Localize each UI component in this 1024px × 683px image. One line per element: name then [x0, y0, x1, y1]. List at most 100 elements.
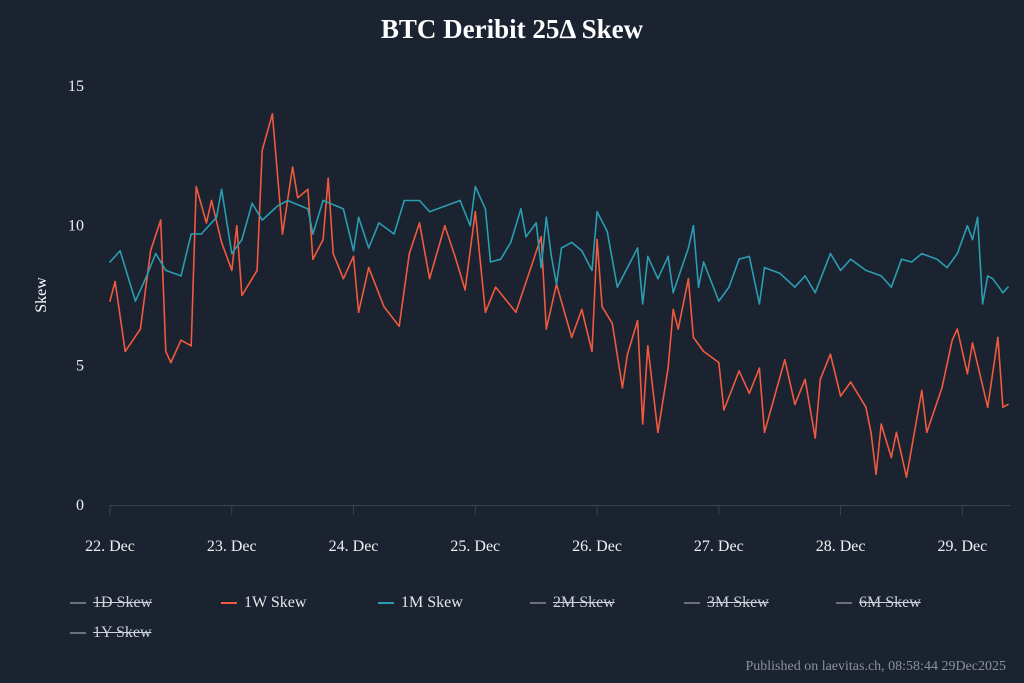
- data-point-1m-skew: [718, 300, 720, 302]
- data-point-1m-skew: [971, 238, 974, 241]
- data-point-1m-skew: [616, 286, 619, 288]
- data-point-1m-skew: [241, 238, 243, 241]
- data-point-1m-skew: [510, 241, 512, 244]
- data-point-1w-skew: [256, 269, 258, 272]
- legend-item-1y-skew[interactable]: 1Y Skew: [70, 624, 152, 642]
- data-point-1m-skew: [312, 233, 314, 235]
- data-point-1m-skew: [144, 277, 147, 280]
- x-tick-label: 22. Dec: [85, 538, 135, 555]
- data-point-1m-skew: [560, 247, 563, 249]
- data-point-1w-skew: [677, 328, 680, 330]
- data-point-1m-skew: [428, 210, 431, 213]
- data-point-1w-skew: [474, 210, 477, 213]
- data-point-1m-skew: [357, 216, 360, 219]
- series-line-1w-skew: [109, 113, 1009, 478]
- data-point-1m-skew: [794, 286, 796, 288]
- data-point-1w-skew: [702, 350, 705, 353]
- data-point-1w-skew: [626, 353, 629, 355]
- data-point-1w-skew: [570, 336, 573, 339]
- data-point-1m-skew: [697, 286, 700, 288]
- data-point-1m-skew: [581, 250, 583, 252]
- data-point-1m-skew: [570, 241, 573, 244]
- data-point-1w-skew: [611, 322, 614, 325]
- data-point-1m-skew: [545, 216, 548, 219]
- data-point-1m-skew: [180, 275, 182, 277]
- data-point-1w-skew: [408, 252, 411, 255]
- data-point-1w-skew: [966, 372, 969, 375]
- data-point-1w-skew: [794, 403, 796, 406]
- data-point-1w-skew: [109, 300, 111, 302]
- data-point-1m-skew: [936, 258, 938, 260]
- data-point-1w-skew: [763, 431, 766, 434]
- data-point-1m-skew: [890, 286, 893, 288]
- y-tick-label: 10: [68, 218, 84, 235]
- data-point-1w-skew: [398, 325, 400, 328]
- data-point-1w-skew: [905, 476, 908, 478]
- data-point-1w-skew: [723, 409, 725, 411]
- data-point-1w-skew: [920, 389, 923, 392]
- data-point-1w-skew: [159, 219, 162, 221]
- data-point-1m-skew: [646, 255, 649, 258]
- data-point-1m-skew: [190, 233, 192, 235]
- data-point-1m-skew: [469, 224, 472, 227]
- data-point-1m-skew: [814, 291, 817, 294]
- data-point-1w-skew: [428, 277, 431, 280]
- y-tick-label: 15: [68, 78, 84, 95]
- data-point-1m-skew: [966, 224, 969, 227]
- data-point-1m-skew: [1007, 286, 1009, 288]
- data-point-1w-skew: [692, 336, 695, 339]
- legend-item-1m-skew[interactable]: 1M Skew: [378, 594, 463, 612]
- data-point-1w-skew: [636, 319, 639, 322]
- x-tick-label: 23. Dec: [207, 538, 257, 555]
- data-point-1w-skew: [418, 222, 421, 224]
- data-point-1m-skew: [692, 224, 695, 227]
- data-point-1m-skew: [418, 199, 421, 202]
- data-point-1w-skew: [986, 406, 989, 409]
- data-point-1m-skew: [956, 252, 959, 255]
- data-point-1m-skew: [525, 236, 527, 238]
- data-point-1m-skew: [352, 250, 355, 252]
- data-point-1m-skew: [484, 208, 487, 210]
- data-point-1w-skew: [236, 224, 238, 227]
- legend-item-6m-skew[interactable]: 6M Skew: [836, 594, 921, 612]
- data-point-1w-skew: [307, 188, 309, 191]
- data-point-1w-skew: [926, 431, 928, 434]
- data-point-1m-skew: [829, 252, 832, 255]
- data-point-1w-skew: [165, 350, 167, 353]
- data-point-1m-skew: [393, 233, 395, 235]
- data-point-1w-skew: [114, 280, 116, 283]
- legend-swatch: [378, 602, 394, 604]
- data-point-1w-skew: [646, 344, 649, 347]
- legend-item-1d-skew[interactable]: 1D Skew: [70, 594, 152, 612]
- data-point-1w-skew: [271, 113, 274, 115]
- y-tick-label: 0: [76, 497, 84, 514]
- data-point-1m-skew: [763, 266, 766, 269]
- data-point-1w-skew: [312, 258, 314, 260]
- legend-label: 1D Skew: [93, 594, 153, 611]
- data-point-1m-skew: [119, 250, 121, 252]
- data-point-1m-skew: [403, 199, 406, 202]
- data-point-1w-skew: [220, 241, 223, 244]
- legend-item-1w-skew[interactable]: 1W Skew: [221, 594, 306, 612]
- data-point-1w-skew: [1002, 406, 1004, 409]
- data-point-1w-skew: [738, 370, 740, 372]
- data-point-1m-skew: [109, 261, 111, 263]
- data-point-1m-skew: [596, 210, 598, 213]
- data-point-1w-skew: [444, 224, 446, 227]
- data-point-1w-skew: [849, 381, 852, 383]
- data-point-1w-skew: [748, 392, 751, 395]
- data-point-1w-skew: [180, 339, 182, 341]
- data-point-1w-skew: [205, 222, 208, 224]
- data-point-1w-skew: [997, 336, 999, 339]
- data-point-1m-skew: [758, 303, 761, 305]
- data-point-1m-skew: [489, 261, 492, 263]
- legend-item-2m-skew[interactable]: 2M Skew: [530, 594, 615, 612]
- legend-item-3m-skew[interactable]: 3M Skew: [684, 594, 769, 612]
- data-point-1w-skew: [814, 437, 817, 439]
- y-tick-label: 5: [76, 357, 84, 374]
- legend-swatch: [70, 632, 86, 634]
- data-point-1w-skew: [332, 252, 335, 255]
- data-point-1m-skew: [591, 269, 593, 272]
- data-point-1m-skew: [606, 230, 608, 233]
